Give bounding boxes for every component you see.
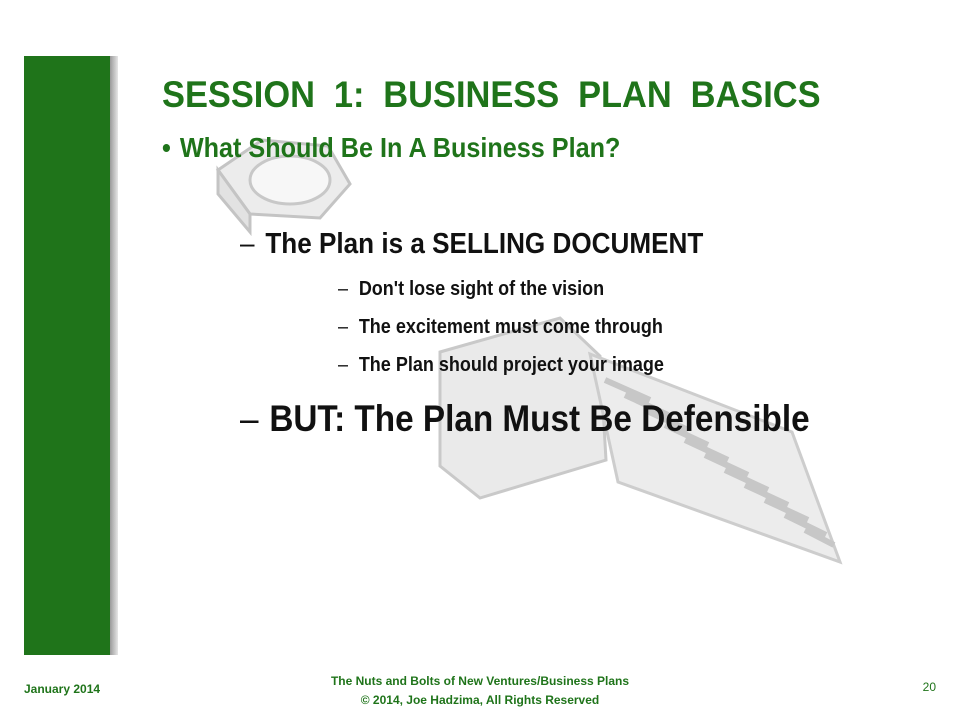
page-number: 20 bbox=[922, 680, 936, 694]
footer-date: January 2014 bbox=[24, 682, 101, 696]
slide-title: SESSION 1: BUSINESS PLAN BASICS bbox=[162, 74, 821, 115]
footer-line-1: The Nuts and Bolts of New Ventures/Busin… bbox=[330, 674, 630, 688]
sub-point-text: The Plan should project your image bbox=[358, 354, 664, 376]
dash-marker: – bbox=[240, 228, 255, 260]
slide-subtitle: • What Should Be In A Business Plan? bbox=[162, 132, 620, 164]
footer-line-2: © 2014, Joe Hadzima, All Rights Reserved bbox=[360, 693, 600, 707]
bolt-icon bbox=[438, 316, 843, 565]
sub-point: – Don't lose sight of the vision bbox=[338, 278, 604, 301]
bullet-marker: • bbox=[162, 132, 171, 163]
sidebar-bar bbox=[24, 56, 110, 655]
point-text: BUT: The Plan Must Be Defensible bbox=[269, 398, 810, 439]
sub-point: – The excitement must come through bbox=[338, 316, 663, 339]
bullet-point-defensible: – BUT: The Plan Must Be Defensible bbox=[240, 398, 810, 440]
dash-marker: – bbox=[338, 354, 349, 376]
sub-point-text: The excitement must come through bbox=[358, 316, 663, 338]
point-text: The Plan is a SELLING DOCUMENT bbox=[265, 228, 704, 260]
sub-point: – The Plan should project your image bbox=[338, 354, 664, 377]
footer-copyright: The Nuts and Bolts of New Ventures/Busin… bbox=[280, 672, 680, 710]
subtitle-text: What Should Be In A Business Plan? bbox=[179, 132, 621, 163]
dash-marker: – bbox=[240, 398, 259, 439]
sidebar-shadow bbox=[110, 56, 118, 655]
sub-point-text: Don't lose sight of the vision bbox=[358, 278, 605, 300]
dash-marker: – bbox=[338, 278, 349, 300]
dash-marker: – bbox=[338, 316, 349, 338]
bullet-point-selling-document: – The Plan is a SELLING DOCUMENT bbox=[240, 228, 703, 261]
hex-nut-icon bbox=[215, 138, 352, 237]
